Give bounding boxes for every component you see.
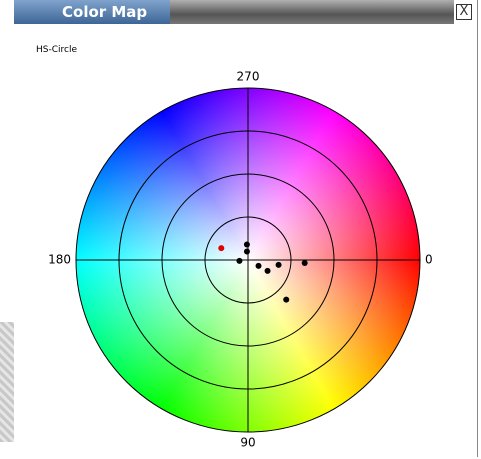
data-point [256, 263, 262, 269]
angle-label: 180 [48, 253, 71, 267]
data-point [283, 297, 289, 303]
data-point [302, 260, 308, 266]
screen: Color Map X HS-Circle 090180270 (() => {… [0, 0, 481, 459]
angle-label: 90 [240, 436, 255, 450]
data-point [244, 242, 250, 248]
angle-label: 0 [425, 253, 433, 267]
hs-circle: 0 90 180 270 [0, 0, 481, 459]
data-point [244, 248, 250, 254]
data-point [236, 258, 242, 264]
data-point [218, 245, 224, 251]
data-point [276, 262, 282, 268]
data-point [265, 268, 271, 274]
angle-label: 270 [237, 70, 260, 84]
